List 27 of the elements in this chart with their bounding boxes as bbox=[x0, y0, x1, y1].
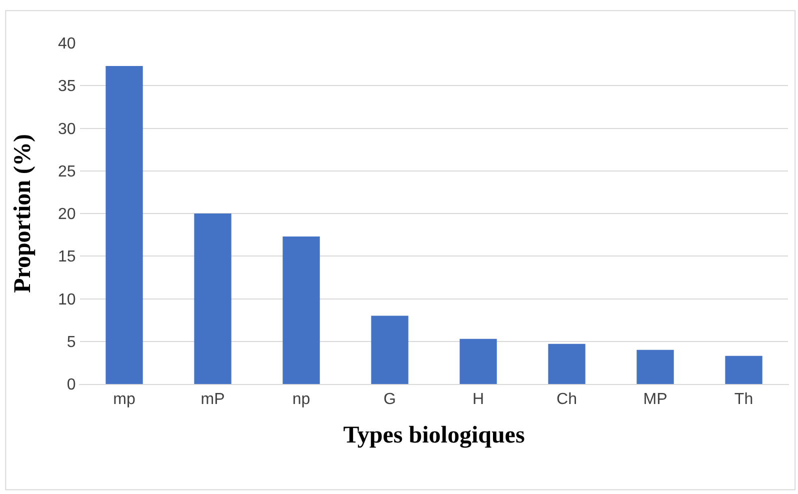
y-tick-label: 30 bbox=[58, 120, 76, 138]
y-tick-label: 35 bbox=[58, 78, 76, 96]
x-axis-title: Types biologiques bbox=[343, 422, 525, 448]
bar bbox=[106, 66, 143, 384]
bar bbox=[282, 236, 320, 384]
bar bbox=[636, 350, 674, 384]
y-tick-label: 5 bbox=[66, 334, 76, 351]
x-tick-label: MP bbox=[643, 391, 668, 408]
x-tick-label: Th bbox=[734, 391, 754, 408]
y-tick-label: 10 bbox=[58, 291, 76, 308]
x-tick-label: np bbox=[292, 391, 310, 408]
y-tick-label: 20 bbox=[58, 206, 76, 224]
y-tick-label: 0 bbox=[66, 376, 76, 394]
x-tick-label: G bbox=[384, 391, 396, 408]
x-tick-label: mP bbox=[200, 391, 225, 408]
y-tick-label: 40 bbox=[58, 36, 76, 53]
bar bbox=[548, 344, 586, 384]
y-tick-label: 25 bbox=[58, 163, 76, 180]
bar bbox=[460, 338, 497, 384]
bar bbox=[371, 316, 408, 384]
x-tick-label: mp bbox=[113, 391, 136, 408]
x-tick-label: Ch bbox=[556, 391, 577, 408]
x-tick-label: H bbox=[472, 391, 484, 408]
y-axis-title: Proportion (%) bbox=[10, 134, 36, 293]
bar bbox=[194, 214, 232, 384]
y-tick-label: 15 bbox=[58, 248, 76, 266]
bar bbox=[725, 356, 762, 384]
